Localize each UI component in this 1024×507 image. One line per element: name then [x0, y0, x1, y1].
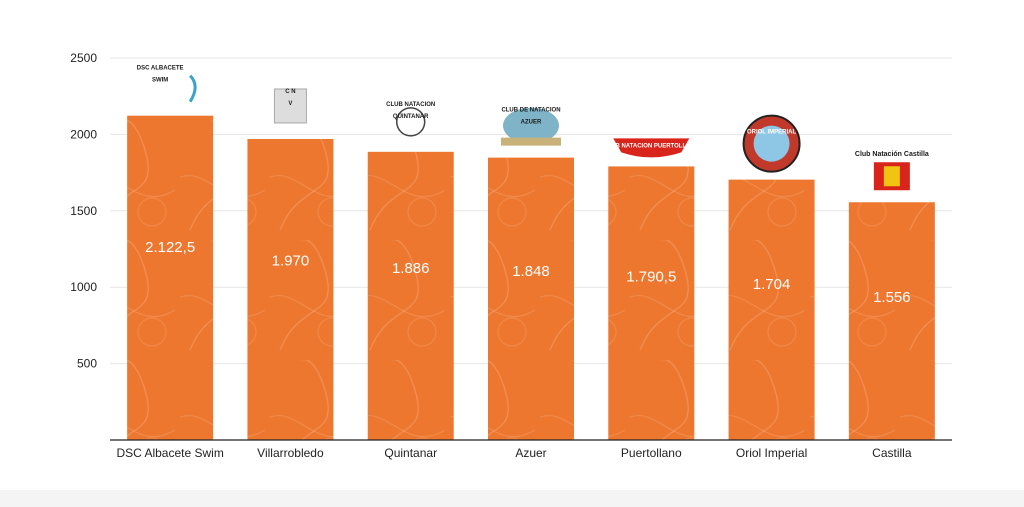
bars: [127, 115, 935, 441]
bar-texture: [488, 157, 574, 440]
data-label: 1.848: [512, 263, 550, 280]
logo-text: Club Natación Castilla: [855, 151, 929, 158]
y-tick-label: 500: [77, 357, 97, 371]
x-tick-label: Castilla: [872, 446, 912, 460]
y-tick-label: 1000: [70, 280, 97, 294]
data-label: 1.790,5: [626, 268, 676, 285]
logo-text: V: [288, 101, 292, 107]
logo-shape: [501, 137, 561, 146]
club-logos: DSC ALBACETE SWIM C N V CLUB NATACION QUINTAN…: [137, 66, 929, 191]
bar-texture: [728, 179, 815, 441]
logo-text: CLUB NATACION: [386, 102, 435, 108]
bar-texture: [608, 166, 695, 440]
club-logo-icon: CLUB NATACION PUERTOLLANO: [603, 138, 700, 158]
logo-shape: [503, 107, 559, 144]
data-label: 1.886: [392, 260, 430, 277]
logo-text: DSC ALBACETE: [137, 66, 184, 72]
club-logo-icon: CLUB NATACION QUINTANAR: [386, 102, 435, 137]
logo-shape: [273, 88, 307, 124]
logo-text: AZUER: [521, 120, 542, 126]
y-axis: 500 1000 1500 2000 2500: [70, 51, 97, 371]
logo-text: ORIOL IMPERIAL: [747, 130, 797, 136]
club-logo-icon: C N V: [273, 88, 307, 124]
data-label: 2.122,5: [145, 239, 195, 256]
bar-texture: [367, 151, 454, 440]
logo-shape: [613, 138, 690, 158]
bar-chart: 500 1000 1500 2000 2500 DSC ALBACETE SWIM C N V…: [70, 51, 952, 460]
bar-texture: [848, 202, 935, 440]
club-logo-icon: ORIOL IMPERIAL: [742, 114, 801, 173]
bottom-strip: [0, 490, 1024, 507]
y-tick-label: 1500: [70, 204, 97, 218]
data-labels: 2.122,5 1.970 1.886 1.848 1.790,5 1.704 1.556: [145, 239, 911, 306]
logo-shape: [395, 107, 426, 137]
club-logo-icon: Club Natación Castilla: [855, 151, 929, 191]
logo-shape: [883, 166, 900, 187]
x-tick-label: Villarrobledo: [257, 446, 324, 460]
logo-shape: [188, 74, 197, 103]
logo-shape: [753, 125, 790, 162]
club-logo-icon: DSC ALBACETE SWIM: [137, 66, 197, 103]
logo-text: SWIM: [152, 78, 168, 84]
x-tick-label: Quintanar: [384, 446, 437, 460]
x-axis: DSC Albacete Swim Villarrobledo Quintanar A…: [116, 446, 911, 460]
logo-text: CLUB NATACION PUERTOLLANO: [603, 143, 700, 149]
y-tick-label: 2500: [70, 51, 97, 65]
x-tick-label: Oriol Imperial: [736, 446, 807, 460]
x-tick-label: DSC Albacete Swim: [116, 446, 223, 460]
logo-text: CLUB DE NATACION: [501, 108, 560, 114]
x-tick-label: Puertollano: [621, 446, 682, 460]
data-label: 1.704: [753, 276, 791, 293]
bar-texture: [127, 115, 214, 440]
logo-text: C N: [285, 89, 295, 95]
x-tick-label: Azuer: [515, 446, 546, 460]
y-tick-label: 2000: [70, 127, 97, 141]
logo-text: QUINTANAR: [393, 114, 429, 120]
data-label: 1.556: [873, 289, 911, 306]
club-logo-icon: CLUB DE NATACION AZUER: [501, 107, 561, 146]
bar-texture: [247, 138, 334, 440]
data-label: 1.970: [272, 252, 310, 269]
